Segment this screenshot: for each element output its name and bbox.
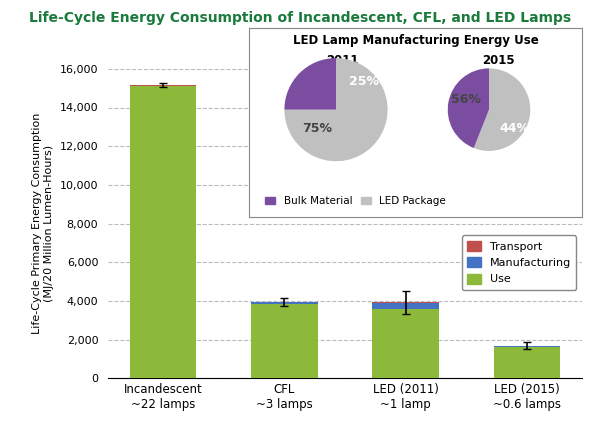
Text: 44%: 44% — [500, 122, 530, 135]
Wedge shape — [448, 68, 489, 148]
Legend: Transport, Manufacturing, Use: Transport, Manufacturing, Use — [462, 235, 577, 290]
Text: LED Lamp Manufacturing Energy Use: LED Lamp Manufacturing Energy Use — [293, 34, 538, 46]
Bar — [494, 347, 560, 378]
Bar — [251, 302, 317, 304]
Wedge shape — [284, 58, 388, 161]
Bar — [373, 302, 439, 303]
Wedge shape — [474, 68, 530, 151]
Wedge shape — [284, 58, 336, 110]
Text: 75%: 75% — [302, 123, 332, 135]
Text: 2015: 2015 — [482, 55, 515, 68]
Bar — [251, 304, 317, 378]
Bar — [373, 303, 439, 309]
Y-axis label: Life-Cycle Primary Energy Consumption
(MJ/20 Million Lumen-Hours): Life-Cycle Primary Energy Consumption (M… — [32, 113, 54, 334]
Text: 25%: 25% — [349, 75, 379, 88]
Text: 56%: 56% — [451, 93, 481, 106]
Bar — [130, 86, 196, 378]
Text: Life-Cycle Energy Consumption of Incandescent, CFL, and LED Lamps: Life-Cycle Energy Consumption of Incande… — [29, 11, 571, 25]
Legend: Bulk Material, LED Package: Bulk Material, LED Package — [261, 192, 451, 210]
Bar — [373, 309, 439, 378]
Bar — [494, 346, 560, 347]
Text: 2011: 2011 — [326, 55, 358, 68]
